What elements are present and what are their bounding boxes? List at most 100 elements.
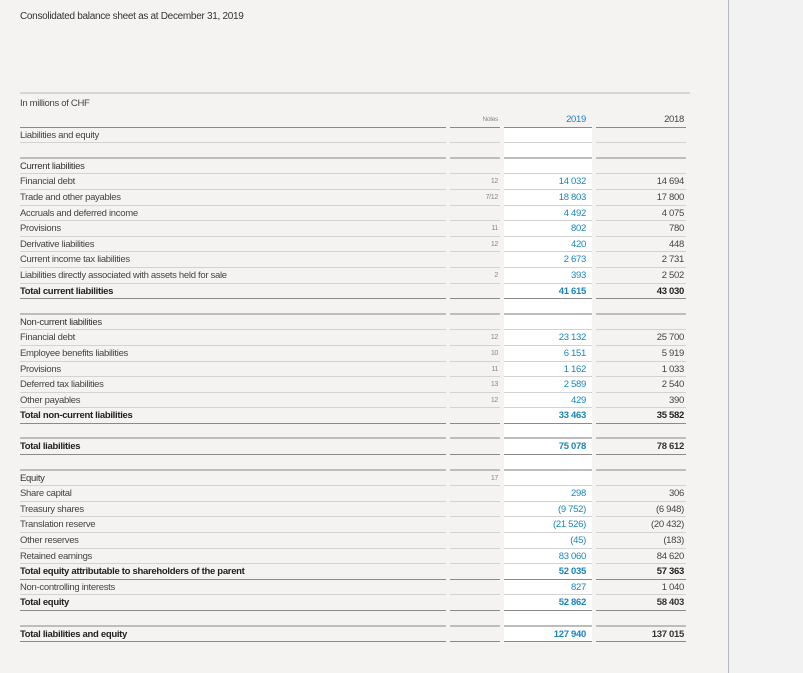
value-2019: 2 589 xyxy=(504,377,592,393)
value-2019: 52 862 xyxy=(504,595,592,611)
value-2018 xyxy=(596,299,686,315)
row-label: Employee benefits liabilities xyxy=(20,346,446,362)
value-2019: 802 xyxy=(504,221,592,237)
row-label: Current liabilities xyxy=(20,159,446,175)
row-label: Trade and other payables xyxy=(20,190,446,206)
value-2019: 6 151 xyxy=(504,345,592,362)
row-label: Liabilities directly associated with ass… xyxy=(20,268,446,284)
value-2019: 41 615 xyxy=(504,283,592,300)
value-2019: 33 463 xyxy=(504,408,592,424)
right-pane xyxy=(729,0,803,673)
spacer-row xyxy=(20,299,690,315)
value-2019: 393 xyxy=(504,267,592,284)
value-2019: (21 526) xyxy=(504,517,592,534)
row-notes xyxy=(450,159,500,175)
value-2018: 35 582 xyxy=(596,408,686,424)
row-notes xyxy=(450,408,500,424)
value-2018: 84 620 xyxy=(596,549,686,565)
row-label xyxy=(20,611,446,627)
value-2018: 14 694 xyxy=(596,174,686,190)
value-2019: 75 078 xyxy=(504,439,592,456)
row-label: Deferred tax liabilities xyxy=(20,377,446,393)
table-row: Employee benefits liabilities 10 6 151 5 91… xyxy=(20,345,690,362)
total-row: Total current liabilities 41 615 43 030 xyxy=(20,283,690,300)
value-2018 xyxy=(596,471,686,487)
row-label: Total equity attributable to shareholder… xyxy=(20,564,446,580)
value-2019: (9 752) xyxy=(504,501,592,518)
value-2018: 137 015 xyxy=(596,627,686,643)
value-2018: 306 xyxy=(596,486,686,502)
row-label: Financial debt xyxy=(20,330,446,346)
row-notes xyxy=(450,564,500,580)
table-row: Current liabilities xyxy=(20,158,690,175)
value-2018: (183) xyxy=(596,533,686,549)
row-label: Provisions xyxy=(20,362,446,378)
value-2019: 18 803 xyxy=(504,189,592,206)
table-row: Derivative liabilities 12 420 448 xyxy=(20,236,690,253)
pane-divider[interactable] xyxy=(728,0,729,673)
table-row: Other reserves (45) (183) xyxy=(20,533,690,549)
row-label: Financial debt xyxy=(20,174,446,190)
row-notes: 7/12 xyxy=(450,190,500,206)
balance-sheet-table: Notes 2019 2018 Liabilities and equity Cu… xyxy=(20,112,690,643)
row-notes xyxy=(450,143,500,159)
total-row: Total non-current liabilities 33 463 35 58… xyxy=(20,408,690,424)
value-2018: 390 xyxy=(596,393,686,409)
row-label: Accruals and deferred income xyxy=(20,206,446,222)
row-notes: 13 xyxy=(450,377,500,393)
row-notes xyxy=(450,424,500,440)
value-2018 xyxy=(596,143,686,159)
value-2019: (45) xyxy=(504,533,592,549)
header-2018: 2018 xyxy=(596,112,686,128)
table-row: Provisions 11 802 780 xyxy=(20,221,690,237)
value-2018 xyxy=(596,455,686,471)
table-row: Equity 17 xyxy=(20,470,690,487)
total-row: Total liabilities and equity 127 940 137 0… xyxy=(20,626,690,643)
row-notes xyxy=(450,549,500,565)
value-2019: 2 673 xyxy=(504,252,592,268)
spacer-row xyxy=(20,455,690,471)
value-2019: 83 060 xyxy=(504,548,592,565)
row-label xyxy=(20,299,446,315)
row-notes: 12 xyxy=(450,174,500,190)
value-2018: (20 432) xyxy=(596,517,686,534)
row-label xyxy=(20,424,446,440)
table-row: Financial debt 12 14 032 14 694 xyxy=(20,174,690,190)
row-notes xyxy=(450,580,500,596)
row-label: Total liabilities and equity xyxy=(20,627,446,643)
row-label: Share capital xyxy=(20,486,446,502)
row-notes: 2 xyxy=(450,268,500,284)
row-label: Retained earnings xyxy=(20,549,446,565)
value-2018: (6 948) xyxy=(596,502,686,518)
row-notes xyxy=(450,252,500,268)
value-2018: 17 800 xyxy=(596,190,686,206)
row-label: Translation reserve xyxy=(20,517,446,534)
value-2018 xyxy=(596,315,686,331)
value-2018: 2 731 xyxy=(596,252,686,268)
row-label: Non-controlling interests xyxy=(20,580,446,596)
table-row: Liabilities and equity xyxy=(20,127,690,144)
table-row: Treasury shares (9 752) (6 948) xyxy=(20,501,690,518)
row-notes xyxy=(450,299,500,315)
value-2019: 4 492 xyxy=(504,205,592,222)
value-2018: 780 xyxy=(596,221,686,237)
value-2018: 448 xyxy=(596,237,686,253)
page-title: Consolidated balance sheet as at Decembe… xyxy=(20,11,244,22)
row-label xyxy=(20,455,446,471)
spacer-row xyxy=(20,143,690,159)
table-row: Retained earnings 83 060 84 620 xyxy=(20,548,690,565)
total-row: Total equity 52 862 58 403 xyxy=(20,595,690,611)
row-label: Non-current liabilities xyxy=(20,315,446,331)
row-notes: 11 xyxy=(450,362,500,378)
value-2019: 429 xyxy=(504,392,592,409)
row-notes: 12 xyxy=(450,330,500,346)
row-notes xyxy=(450,486,500,502)
value-2019: 1 162 xyxy=(504,361,592,378)
value-2019: 127 940 xyxy=(504,626,592,643)
table-row: Provisions 11 1 162 1 033 xyxy=(20,361,690,378)
row-label: Total liabilities xyxy=(20,439,446,456)
row-notes xyxy=(450,627,500,643)
row-notes: 12 xyxy=(450,237,500,253)
value-2019: 14 032 xyxy=(504,174,592,190)
value-2018: 1 033 xyxy=(596,362,686,378)
